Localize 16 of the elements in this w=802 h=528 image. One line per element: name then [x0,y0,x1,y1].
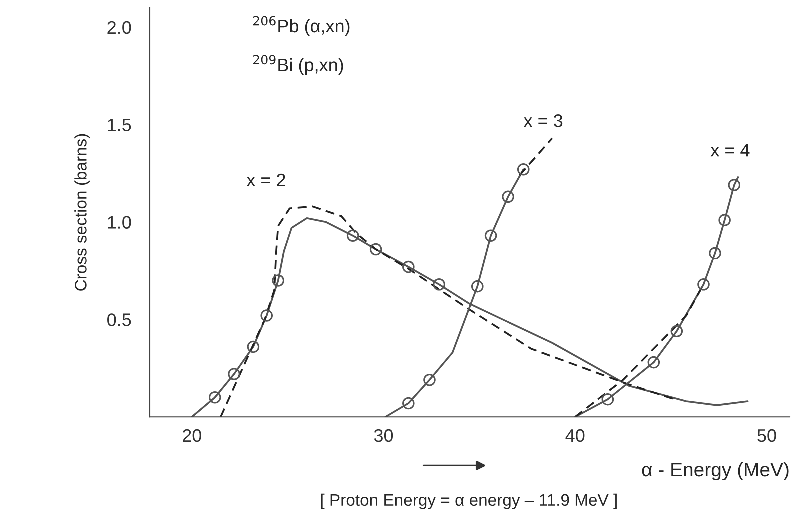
annotation: x = 2 [246,174,286,186]
annotation: x = 4 [710,144,750,157]
y-tick-label: 0.5 [108,314,132,326]
x-axis-title: α - Energy (MeV) [642,462,789,481]
annotation: $^{209}$Bi (p,xn) [253,55,344,76]
x-tick-label: 20 [182,429,202,442]
y-tick-label: 1.0 [108,216,132,229]
annotation: $^{206}$Pb (α,xn) [253,16,350,36]
x-tick-label: 30 [374,429,394,442]
y-axis-title: Cross section (barns) [74,134,90,291]
text: [ Proton Energy = α energy – 11.9 MeV ] [321,494,617,510]
annotation: x = 3 [524,114,563,128]
x-tick-label: 50 [758,429,776,442]
y-tick-label: 2.0 [108,21,132,34]
x-tick-label: 40 [566,429,585,442]
y-tick-label: 1.5 [108,118,132,132]
